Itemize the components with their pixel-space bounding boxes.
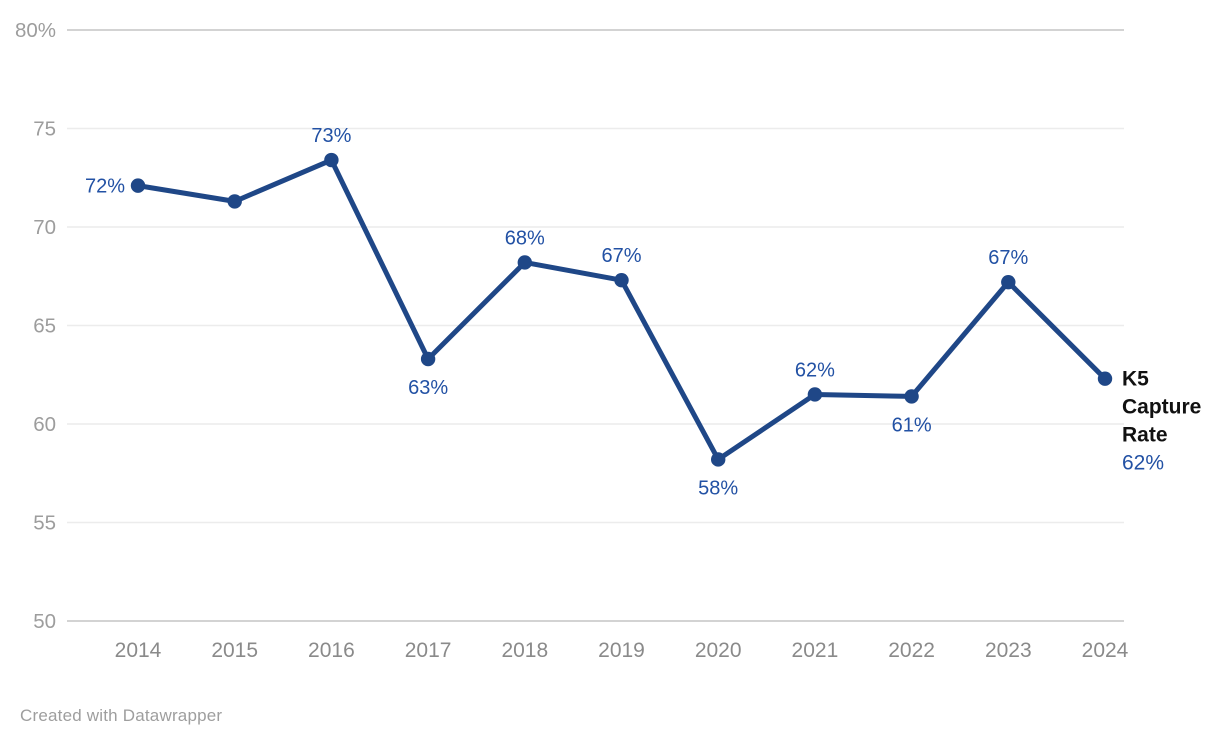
x-axis-tick-label: 2015	[211, 639, 258, 662]
data-point[interactable]	[420, 351, 436, 367]
x-axis-tick-label: 2023	[985, 639, 1032, 662]
y-axis-tick-label: 70	[33, 216, 56, 239]
data-point-label: 62%	[795, 359, 835, 381]
series-line	[135, 157, 1108, 462]
data-point-label: 72%	[85, 176, 125, 198]
x-axis-tick-label: 2020	[695, 639, 742, 662]
data-point[interactable]	[904, 389, 919, 404]
data-point-label: 73%	[311, 125, 351, 147]
y-axis-tick-label: 65	[33, 315, 56, 338]
data-point-label: 67%	[988, 247, 1028, 269]
data-point[interactable]	[711, 452, 726, 467]
data-point[interactable]	[517, 255, 532, 270]
x-axis-tick-label: 2021	[792, 639, 839, 662]
y-axis-tick-label: 75	[33, 118, 56, 141]
y-axis-tick-label: 60	[33, 413, 56, 436]
series-annotation-value: 62%	[1122, 452, 1164, 475]
y-axis-tick-label: 80%	[15, 19, 56, 42]
data-point-label: 68%	[505, 227, 545, 249]
data-point-label: 58%	[698, 477, 738, 499]
x-axis-tick-label: 2016	[308, 639, 355, 662]
series-annotation-name: Rate	[1122, 424, 1168, 447]
data-point[interactable]	[807, 387, 823, 402]
data-point-label: 61%	[892, 414, 932, 436]
x-axis-tick-label: 2017	[405, 639, 452, 662]
x-axis-tick-label: 2022	[888, 639, 935, 662]
data-point[interactable]	[227, 194, 242, 209]
series-annotation-name: K5	[1122, 368, 1149, 391]
data-point[interactable]	[130, 178, 146, 193]
y-axis-tick-label: 50	[33, 610, 56, 633]
datawrapper-credit: Created with Datawrapper	[20, 706, 223, 725]
data-point[interactable]	[1001, 274, 1016, 290]
data-point-label: 63%	[408, 377, 448, 399]
data-point-label: 67%	[601, 245, 641, 267]
x-axis-tick-label: 2019	[598, 639, 645, 662]
data-point[interactable]	[324, 152, 339, 168]
data-point[interactable]	[1097, 371, 1113, 386]
x-axis-tick-label: 2014	[115, 639, 162, 662]
series-annotation-name: Capture	[1122, 396, 1201, 419]
x-axis-tick-label: 2024	[1082, 639, 1129, 662]
y-axis-tick-label: 55	[33, 512, 56, 535]
data-point[interactable]	[614, 272, 629, 288]
x-axis-tick-label: 2018	[501, 639, 548, 662]
